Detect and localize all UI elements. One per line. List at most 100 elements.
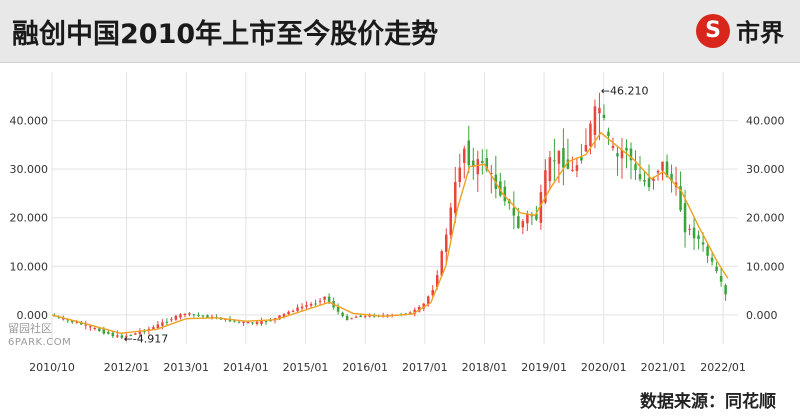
candle-body — [102, 329, 106, 334]
candle-body — [188, 313, 191, 315]
y-tick-label-right: 0.000 — [746, 309, 778, 322]
candle-body — [296, 307, 299, 311]
candle-body — [719, 275, 723, 282]
candle-body — [327, 296, 331, 302]
header-bar: 融创中国2010年上市至今股价走势 S 市界 — [0, 0, 800, 63]
candle-body — [206, 315, 209, 318]
candle-body — [278, 315, 281, 320]
candle-body — [359, 315, 362, 318]
candle-body — [363, 315, 367, 317]
candle-body — [724, 285, 727, 295]
candle-body — [300, 306, 304, 309]
candle-body — [458, 167, 462, 183]
candle-body — [107, 331, 110, 334]
candle-body — [584, 144, 588, 152]
y-tick-label-left: 40.000 — [10, 115, 49, 128]
candle-body — [350, 318, 353, 320]
candle-body — [661, 161, 664, 171]
stock-chart: 0.000 0.000 10.000 10.000 20.000 20.000 30.000… — [10, 72, 785, 374]
candle-body — [318, 300, 322, 302]
candle-body — [165, 321, 169, 323]
watermark: 留园社区 6PARK.COM — [8, 322, 71, 350]
logo-mark-icon: S — [696, 13, 730, 48]
candle-body — [454, 182, 457, 213]
candle-body — [580, 157, 583, 161]
watermark-line2: 6PARK.COM — [8, 337, 72, 348]
candle-body — [287, 311, 290, 315]
candle-body — [539, 192, 543, 223]
candle-body — [467, 140, 471, 166]
candle-body — [120, 335, 124, 338]
candle-body — [111, 332, 115, 337]
candle-body — [670, 173, 673, 182]
candle-body — [66, 319, 70, 321]
candle-body — [314, 303, 317, 305]
candle-body — [305, 305, 308, 307]
candle-body — [665, 161, 669, 177]
candle-body — [161, 322, 164, 326]
candle-body — [341, 312, 344, 317]
candle-body — [431, 290, 434, 296]
candle-body — [692, 227, 696, 239]
candle-body — [647, 178, 651, 188]
candle-body — [607, 131, 610, 137]
candle-body — [688, 228, 691, 230]
y-tick-label-left: 0.000 — [17, 309, 49, 322]
candle-body — [544, 170, 547, 203]
candle-body — [629, 148, 633, 161]
candle-body — [84, 324, 88, 326]
candle-body — [589, 123, 592, 147]
x-tick-label: 2015/01 — [283, 361, 329, 374]
candle-body — [408, 312, 412, 315]
candle-body — [354, 316, 358, 318]
candle-body — [309, 303, 313, 306]
candle-body — [490, 173, 493, 175]
candle-body — [553, 160, 556, 162]
candle-body — [237, 321, 241, 323]
candle-body — [472, 160, 475, 167]
candle-body — [593, 106, 597, 136]
candle-body — [228, 319, 232, 322]
candle-body — [562, 148, 565, 168]
candle-body — [701, 242, 705, 245]
candle-body — [264, 321, 268, 323]
candle-body — [197, 314, 200, 316]
candle-body — [715, 266, 718, 272]
candle-body — [98, 328, 101, 331]
logo-text: 市界 — [736, 19, 784, 47]
candle-body — [697, 235, 700, 240]
x-tick-label: 2016/01 — [342, 361, 388, 374]
candle-body — [656, 170, 660, 173]
candle-body — [444, 234, 448, 252]
candle-body — [683, 203, 687, 233]
candle-body — [634, 164, 637, 171]
candle-body — [422, 303, 425, 309]
candle-body — [345, 316, 349, 321]
x-tick-label: 2022/01 — [700, 361, 746, 374]
y-tick-label-left: 20.000 — [10, 212, 49, 225]
page-title: 融创中国2010年上市至今股价走势 — [12, 19, 439, 50]
candle-body — [129, 334, 133, 336]
candle-body — [706, 246, 709, 256]
candle-body — [368, 315, 371, 317]
candle-body — [62, 318, 65, 320]
candle-body — [138, 331, 142, 334]
candle-body — [413, 309, 416, 314]
candle-body — [611, 145, 615, 149]
candle-body — [481, 160, 484, 163]
annotation-label: ←46.210 — [601, 84, 649, 97]
candle-body — [251, 322, 254, 324]
candle-body — [499, 181, 502, 196]
candle-body — [183, 313, 187, 315]
data-source: 数据来源：同花顺 — [640, 392, 776, 412]
x-tick-label: 2019/01 — [521, 361, 567, 374]
candle-body — [242, 321, 245, 323]
candle-body — [517, 216, 520, 229]
candle-body — [521, 221, 525, 228]
candle-body — [116, 335, 119, 337]
candle-body — [71, 320, 74, 323]
candle-body — [530, 215, 534, 217]
candle-body — [80, 322, 83, 325]
candle-body — [625, 147, 628, 151]
